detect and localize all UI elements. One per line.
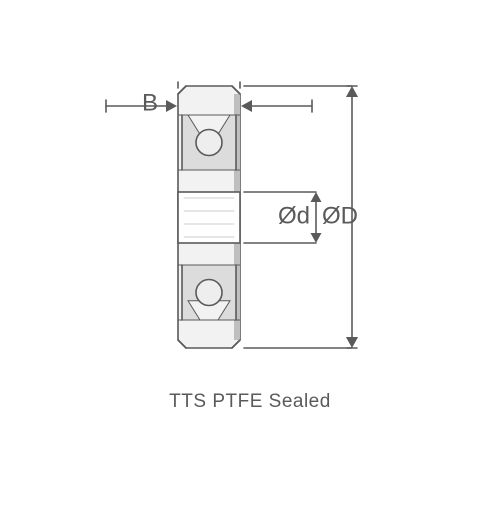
bearing-diagram-stage: B Ød ØD TTS PTFE Sealed [0,0,500,500]
dimension-label-bore: Ød [278,202,310,229]
dimension-label-width: B [142,89,158,116]
dimension-label-outer: ØD [322,202,358,229]
diagram-caption: TTS PTFE Sealed [0,391,500,413]
bearing-cross-section: B Ød ØD [0,0,500,500]
